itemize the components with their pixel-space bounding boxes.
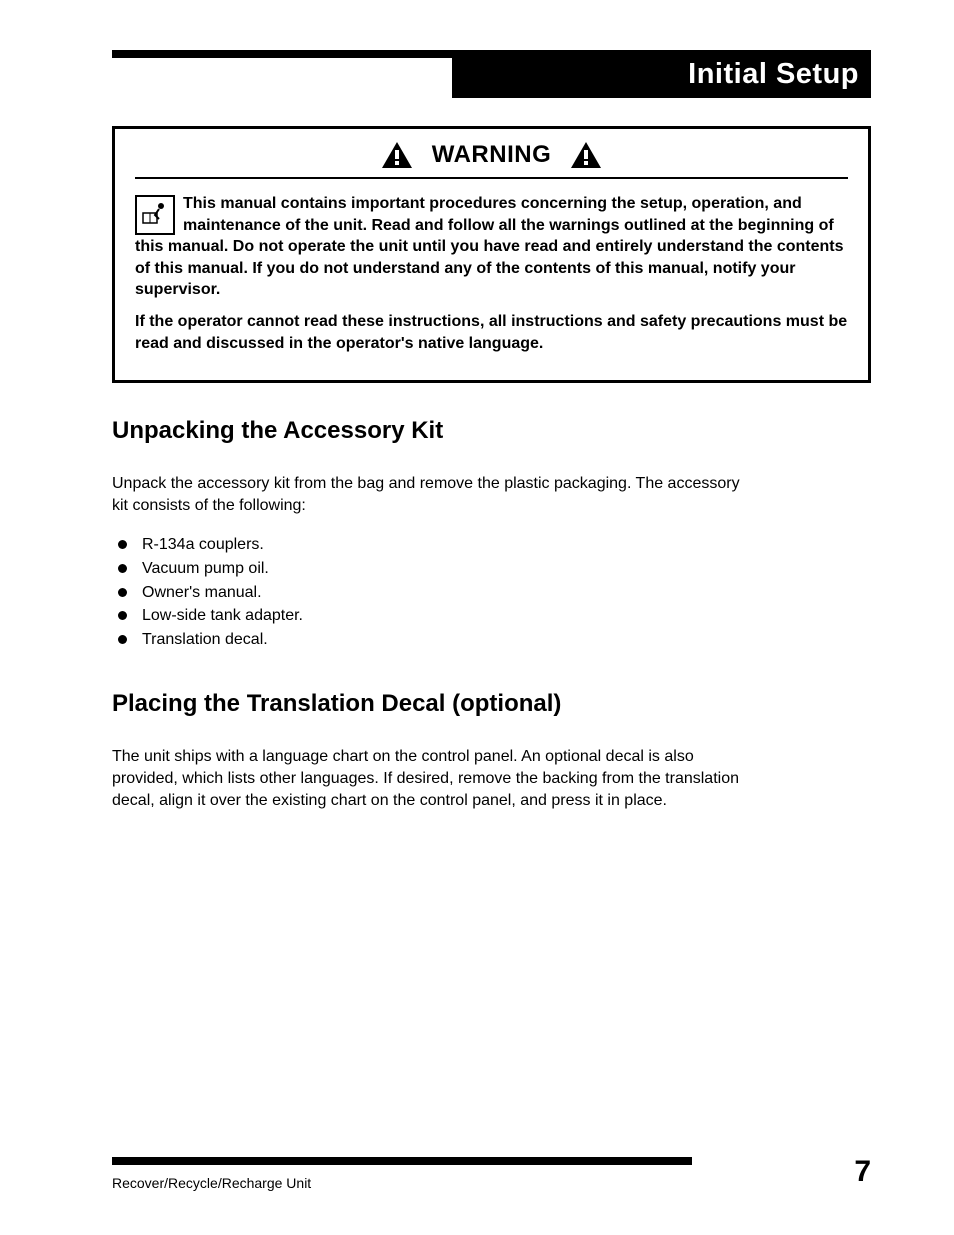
- page-footer: Recover/Recycle/Recharge Unit 7: [112, 1157, 871, 1191]
- warning-header: WARNING: [135, 141, 848, 179]
- warning-label: WARNING: [432, 141, 552, 169]
- page-header: Initial Setup: [112, 50, 871, 98]
- list-item: Low-side tank adapter.: [112, 605, 871, 627]
- list-item: Translation decal.: [112, 629, 871, 651]
- section2-body: The unit ships with a language chart on …: [112, 746, 752, 811]
- footer-text: Recover/Recycle/Recharge Unit: [112, 1175, 311, 1191]
- warning-para-1: This manual contains important procedure…: [135, 193, 848, 301]
- footer-rule: [112, 1157, 692, 1165]
- warning-triangle-icon: [382, 142, 412, 168]
- accessory-list: R-134a couplers. Vacuum pump oil. Owner'…: [112, 534, 871, 650]
- section-heading-unpacking: Unpacking the Accessory Kit: [112, 417, 871, 445]
- page-title: Initial Setup: [688, 58, 859, 91]
- warning-body: This manual contains important procedure…: [135, 193, 848, 354]
- page: Initial Setup WARNING: [0, 0, 954, 1235]
- page-number: 7: [854, 1155, 871, 1189]
- list-item: Vacuum pump oil.: [112, 558, 871, 580]
- list-item: R-134a couplers.: [112, 534, 871, 556]
- warning-para-2: If the operator cannot read these instru…: [135, 311, 848, 354]
- warning-box: WARNING This manual contains important p…: [112, 126, 871, 383]
- warning-triangle-icon: [571, 142, 601, 168]
- section-heading-decal: Placing the Translation Decal (optional): [112, 690, 871, 718]
- header-title-box: Initial Setup: [452, 50, 871, 98]
- list-item: Owner's manual.: [112, 582, 871, 604]
- warning-text-1: This manual contains important procedure…: [135, 195, 844, 298]
- section1-intro: Unpack the accessory kit from the bag an…: [112, 473, 752, 516]
- footer-row: Recover/Recycle/Recharge Unit 7: [112, 1175, 871, 1191]
- header-bar: [112, 50, 452, 58]
- read-manual-icon: [135, 195, 175, 235]
